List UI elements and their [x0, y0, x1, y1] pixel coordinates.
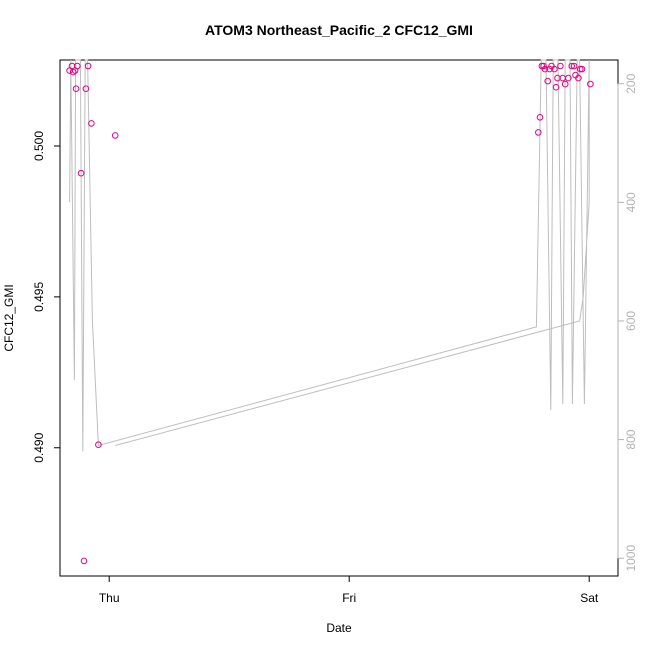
data-point — [536, 114, 544, 121]
data-point — [84, 62, 92, 70]
data-point — [578, 65, 586, 73]
data-point — [77, 169, 85, 177]
data-point — [575, 74, 582, 82]
data-point — [587, 80, 594, 88]
y-tick-label: 0.490 — [32, 432, 46, 462]
x-axis: Thu Fri Sat — [99, 575, 599, 605]
data-point — [540, 62, 547, 70]
points-layer — [66, 62, 594, 565]
data-point — [552, 83, 560, 91]
data-point — [74, 62, 81, 70]
data-point — [568, 62, 576, 70]
data-point — [69, 68, 77, 76]
y-axis-label: CFC12_GMI — [2, 284, 16, 351]
data-point — [72, 85, 80, 92]
profile-line — [69, 59, 590, 452]
right-tick-label: 800 — [624, 429, 638, 449]
data-point — [88, 120, 95, 127]
data-point — [535, 129, 542, 136]
x-tick-label: Thu — [99, 591, 120, 605]
x-tick-label: Sat — [580, 591, 599, 605]
x-axis-label: Date — [326, 621, 352, 635]
data-point — [557, 62, 564, 70]
data-point — [554, 74, 561, 82]
y-axis: 0.490 0.495 0.500 — [32, 131, 61, 463]
data-point — [544, 77, 552, 85]
right-tick-label: 200 — [624, 73, 638, 93]
data-point — [111, 132, 119, 139]
right-axis: 200 400 600 800 1000 — [617, 73, 638, 572]
data-point — [551, 65, 558, 73]
data-point — [541, 65, 549, 73]
data-point — [565, 74, 572, 82]
right-tick-label: 400 — [624, 192, 638, 212]
data-point — [80, 557, 88, 565]
y-tick-label: 0.500 — [32, 131, 46, 161]
data-point — [95, 441, 102, 449]
right-tick-label: 1000 — [624, 545, 638, 572]
y-tick-label: 0.495 — [32, 282, 46, 312]
right-tick-label: 600 — [624, 311, 638, 331]
plot-frame — [59, 59, 619, 577]
x-tick-label: Fri — [342, 591, 356, 605]
profile-line-layer — [69, 59, 590, 452]
data-point — [82, 85, 90, 92]
data-point — [561, 80, 569, 88]
chart-title: ATOM3 Northeast_Pacific_2 CFC12_GMI — [205, 22, 473, 38]
data-point — [570, 62, 578, 70]
